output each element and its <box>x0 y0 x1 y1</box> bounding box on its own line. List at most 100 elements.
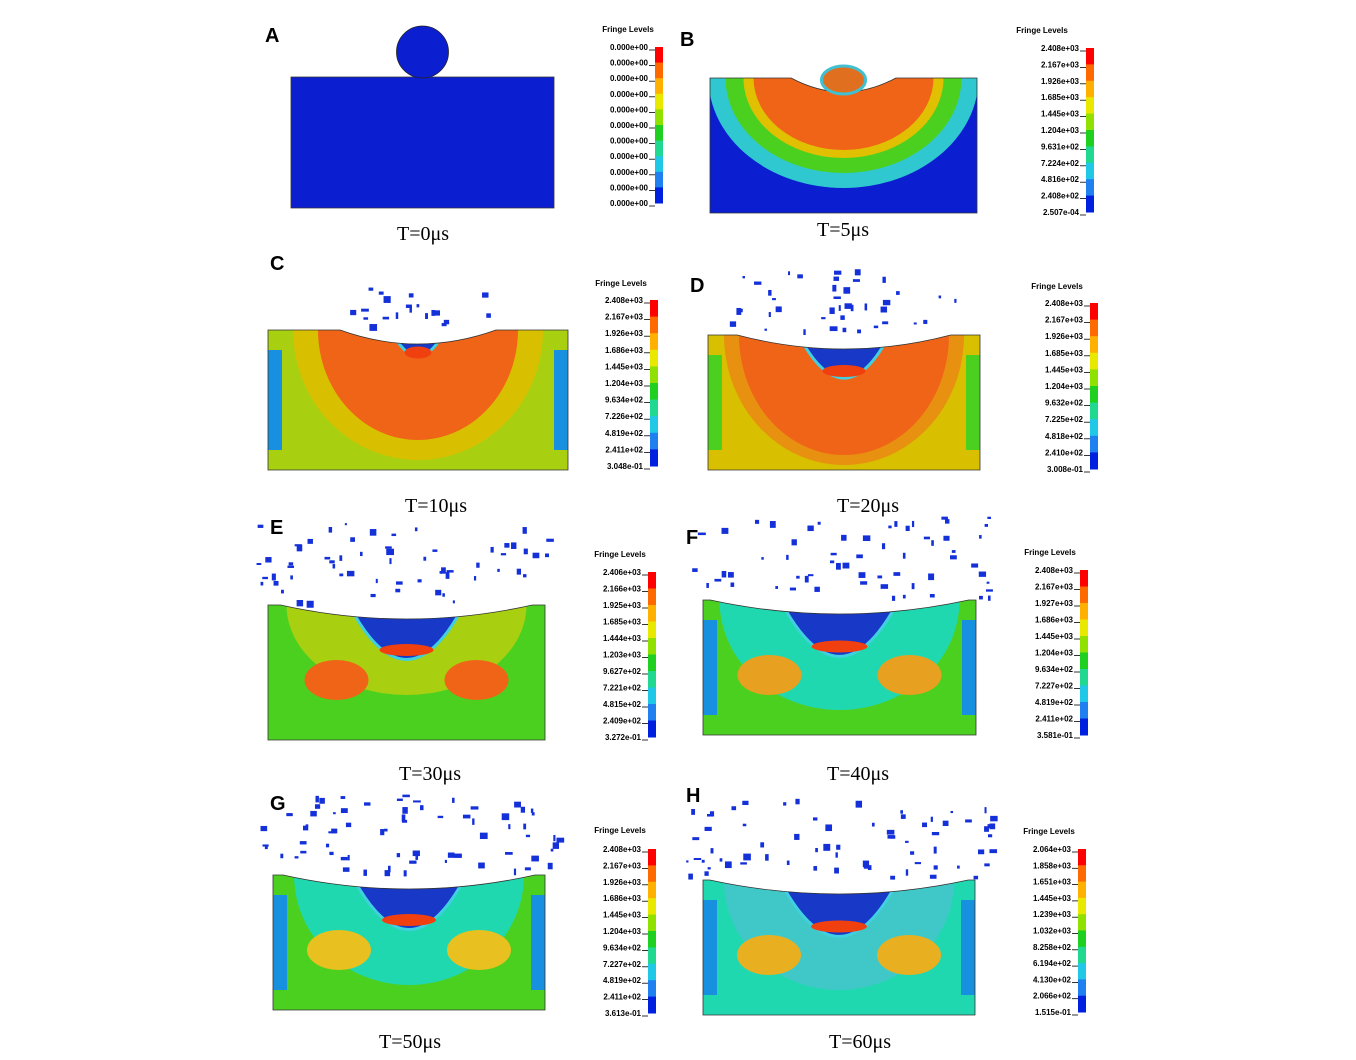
fringe-level: 2.166e+03 <box>603 585 642 594</box>
debris <box>402 807 407 814</box>
debris <box>815 848 818 852</box>
color-bar-segment <box>648 704 656 721</box>
debris <box>300 841 307 844</box>
debris <box>831 553 837 555</box>
debris <box>707 814 713 817</box>
debris <box>894 521 897 527</box>
debris <box>289 562 294 565</box>
debris <box>857 329 861 333</box>
projectile <box>397 26 449 78</box>
debris <box>743 854 751 861</box>
debris <box>796 576 799 579</box>
color-bar-segment <box>1090 369 1098 386</box>
debris <box>903 553 906 559</box>
fringe-level: 1.925e+03 <box>603 601 642 610</box>
debris <box>736 308 741 315</box>
caption: T=0μs <box>397 223 449 245</box>
color-bar-segment <box>648 688 656 705</box>
debris <box>497 569 500 572</box>
color-bar-segment <box>1078 849 1086 866</box>
debris <box>287 566 294 568</box>
debris <box>883 300 890 305</box>
fringe-level: 1.204e+03 <box>603 927 642 936</box>
debris <box>951 811 954 813</box>
fringe-level: 2.408e+03 <box>605 296 644 305</box>
fringe-level: 0.000e+00 <box>610 152 649 161</box>
figure: AFringe Levels0.000e+000.000e+000.000e+0… <box>0 0 1356 1060</box>
debris <box>502 813 510 820</box>
legend-title: Fringe Levels <box>595 279 647 288</box>
debris <box>396 581 403 584</box>
debris <box>389 558 391 564</box>
debris <box>783 802 786 805</box>
color-bar-segment <box>648 671 656 688</box>
debris <box>341 808 348 813</box>
color-bar-segment <box>1080 719 1088 736</box>
legend-title: Fringe Levels <box>1031 282 1083 291</box>
fringe-level: 1.032e+03 <box>1033 927 1072 936</box>
legend-title: Fringe Levels <box>594 826 646 835</box>
panel-label: C <box>270 253 284 275</box>
debris <box>843 328 847 332</box>
caption: T=5μs <box>817 219 869 241</box>
debris <box>764 329 766 331</box>
color-bar-segment <box>655 187 663 203</box>
debris <box>903 595 906 599</box>
fringe-level: 1.445e+03 <box>1045 365 1084 374</box>
debris <box>743 824 747 827</box>
debris <box>262 577 268 579</box>
debris <box>892 596 895 601</box>
debris <box>845 303 852 309</box>
caption: T=10μs <box>405 495 467 517</box>
color-bar-segment <box>648 589 656 606</box>
color-bar-segment <box>655 47 663 63</box>
color-bar-segment <box>655 125 663 141</box>
debris <box>830 560 834 563</box>
debris <box>945 519 949 524</box>
debris <box>761 557 763 560</box>
debris <box>943 821 949 826</box>
debris <box>864 865 868 868</box>
color-bar-segment <box>655 78 663 94</box>
fringe-level: 2.408e+03 <box>1041 44 1080 53</box>
color-bar-segment <box>655 156 663 172</box>
debris <box>841 535 846 541</box>
debris <box>990 816 997 821</box>
fringe-level: 4.819e+02 <box>1035 698 1074 707</box>
debris <box>805 576 809 583</box>
debris <box>384 829 387 832</box>
fringe-level: 9.634e+02 <box>605 396 644 405</box>
debris <box>795 799 799 804</box>
debris <box>702 860 705 863</box>
debris <box>308 539 313 544</box>
debris <box>307 601 314 608</box>
debris <box>545 553 549 557</box>
debris <box>856 554 863 558</box>
debris <box>452 798 455 803</box>
color-bar-segment <box>1086 146 1094 163</box>
debris <box>447 570 454 572</box>
debris <box>834 868 839 874</box>
fringe-level: 0.000e+00 <box>610 168 649 177</box>
debris <box>333 564 336 568</box>
fringe-level: 1.685e+03 <box>603 618 642 627</box>
fringe-level: 7.226e+02 <box>605 412 644 421</box>
debris <box>818 522 821 525</box>
debris <box>376 579 378 583</box>
fringe-level: 1.926e+03 <box>1041 77 1080 86</box>
debris <box>882 277 885 283</box>
color-bar-segment <box>1080 636 1088 653</box>
debris <box>325 557 331 560</box>
debris <box>834 271 841 275</box>
debris <box>478 863 485 869</box>
debris <box>728 572 734 578</box>
debris <box>839 305 841 311</box>
color-bar-segment <box>648 882 656 899</box>
fringe-level: 1.926e+03 <box>605 329 644 338</box>
debris <box>265 557 271 562</box>
color-bar-segment <box>655 109 663 125</box>
debris <box>979 535 982 539</box>
debris <box>830 326 838 331</box>
color-bar-segment <box>650 366 658 383</box>
debris <box>423 557 426 561</box>
